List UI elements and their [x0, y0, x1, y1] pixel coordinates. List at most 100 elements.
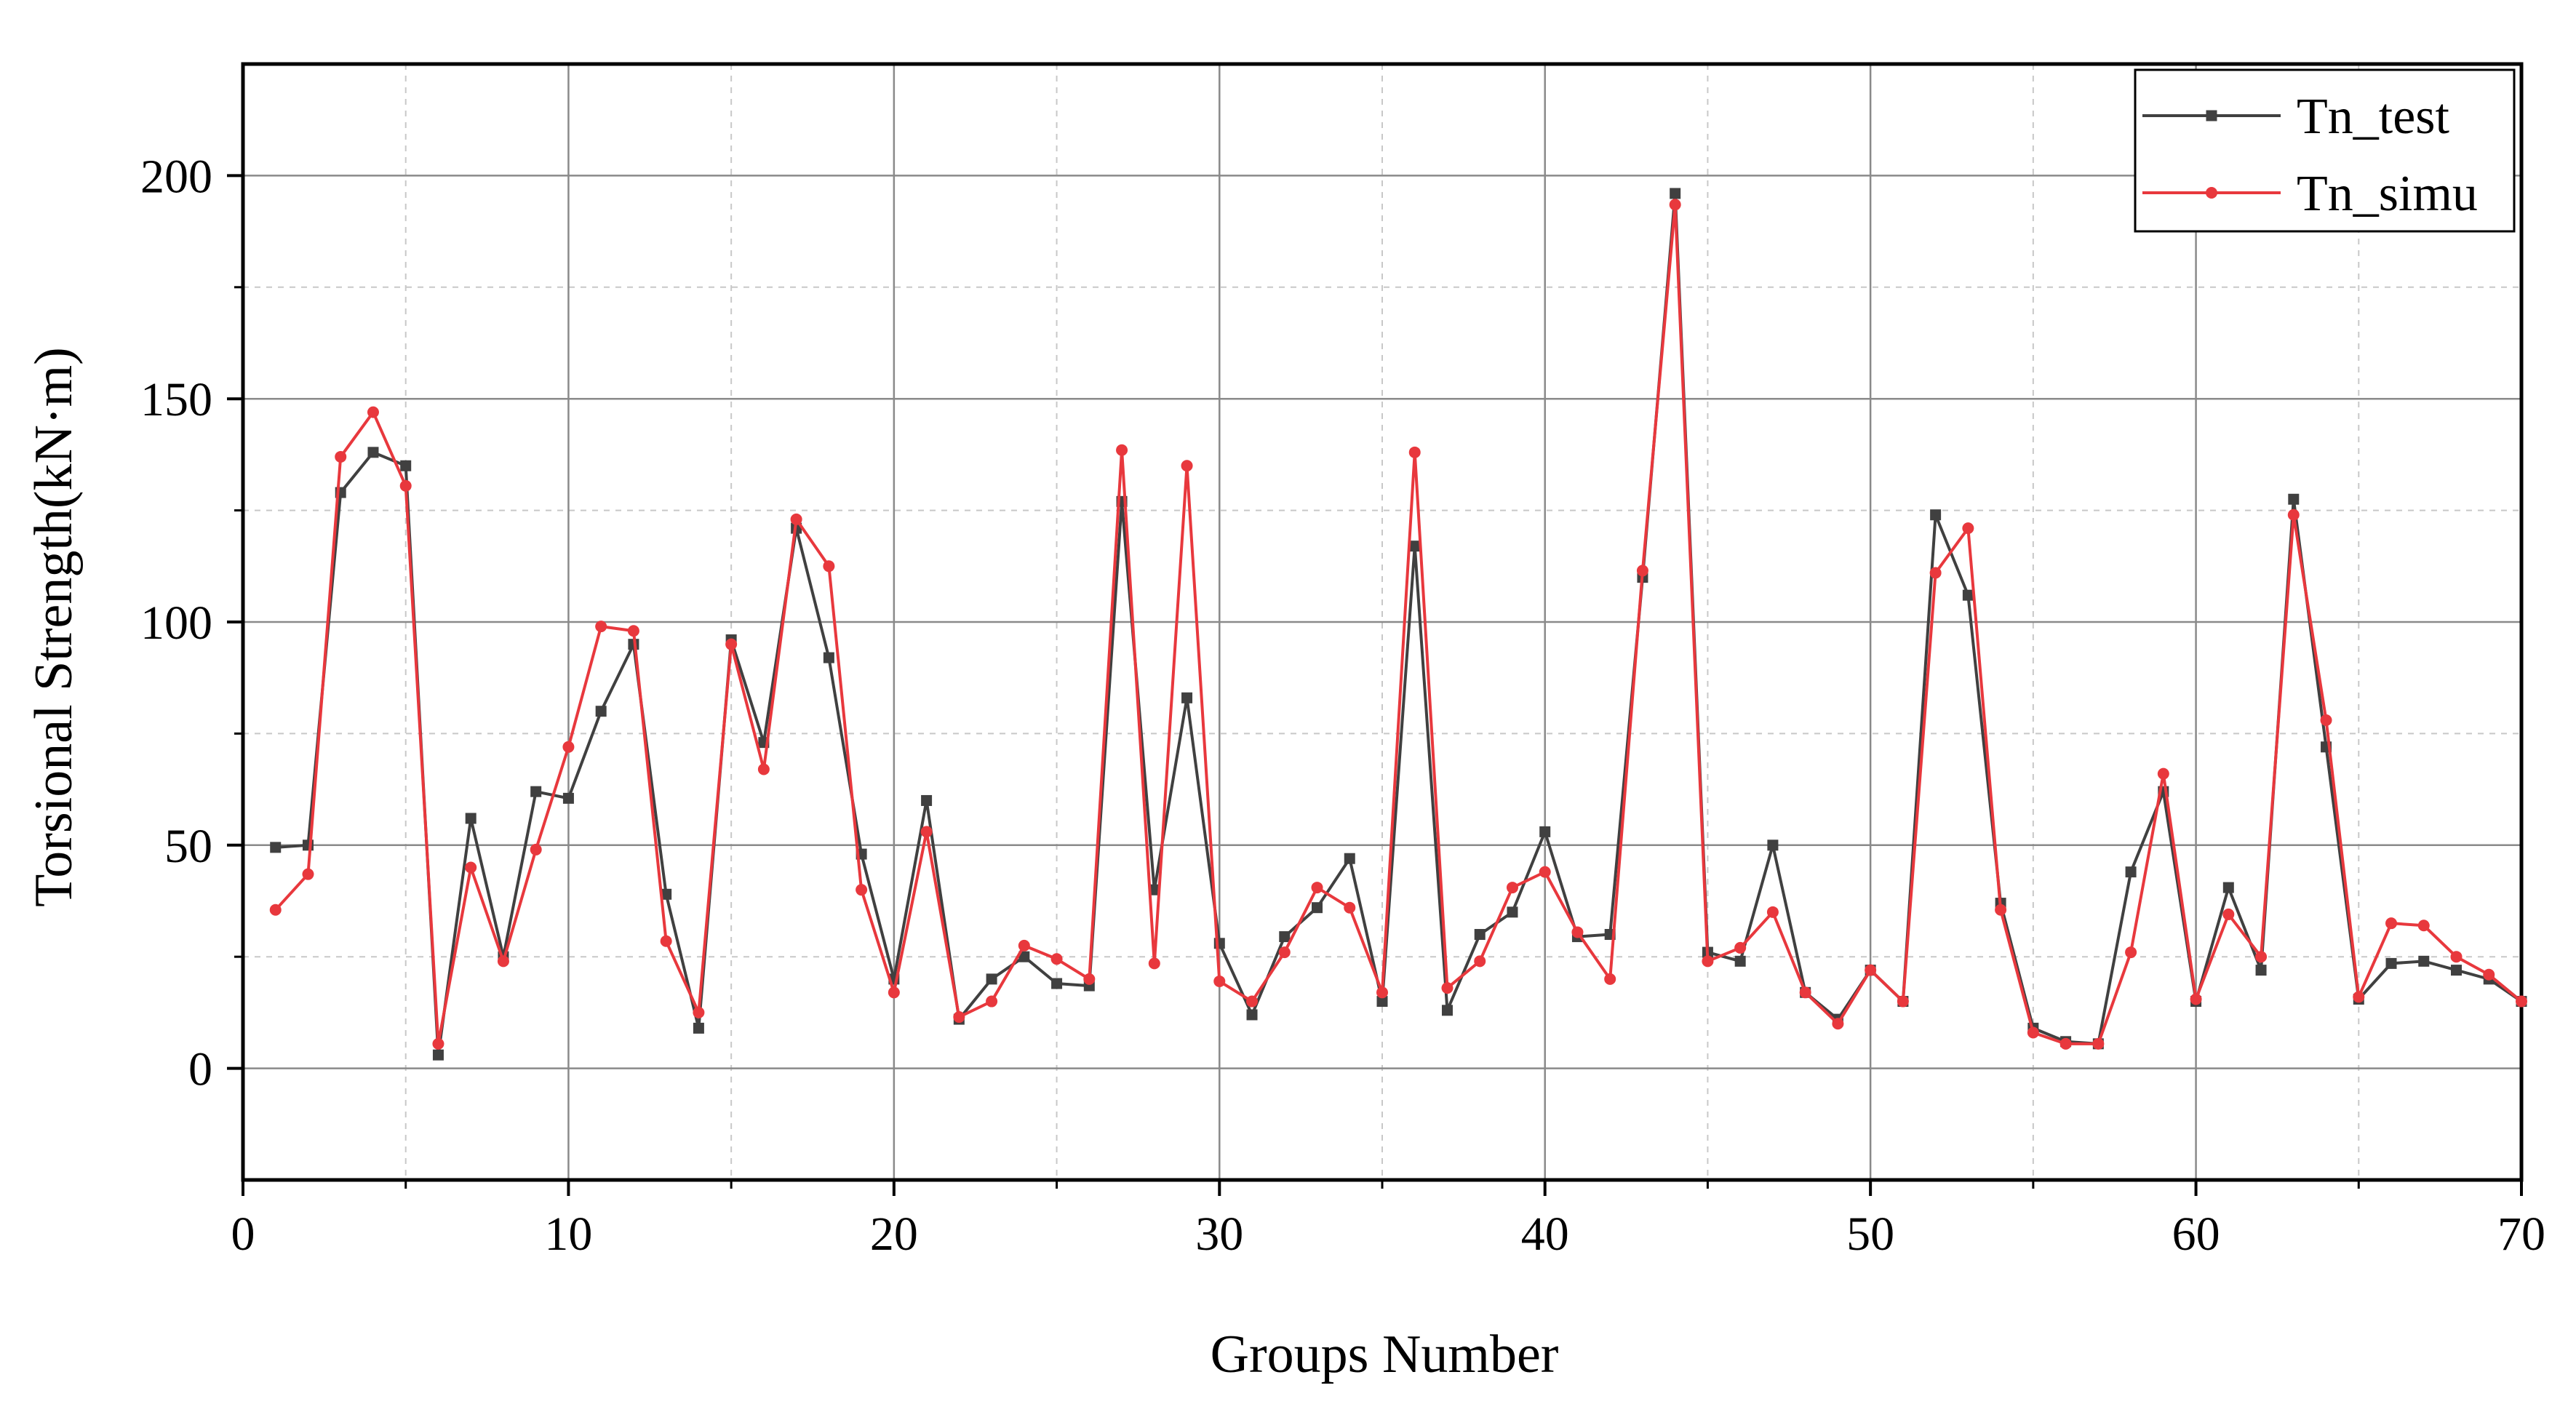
- data-point-Tn_simu: [302, 868, 314, 880]
- data-point-Tn_test: [1930, 509, 1942, 521]
- data-point-Tn_test: [1409, 541, 1421, 552]
- legend-label-Tn_test: Tn_test: [2297, 89, 2450, 145]
- data-point-Tn_simu: [2027, 1026, 2039, 1039]
- data-point-Tn_simu: [953, 1011, 965, 1024]
- x-tick-label: 30: [1195, 1208, 1243, 1261]
- data-point-Tn_simu: [1604, 973, 1616, 985]
- data-point-Tn_simu: [2255, 951, 2268, 963]
- data-point-Tn_test: [2451, 965, 2463, 976]
- legend-marker-Tn_simu: [2206, 187, 2217, 199]
- data-point-Tn_simu: [2353, 991, 2365, 1003]
- data-point-Tn_simu: [627, 625, 639, 637]
- data-point-Tn_simu: [1278, 946, 1291, 959]
- data-point-Tn_simu: [856, 884, 868, 896]
- data-point-Tn_simu: [2125, 946, 2137, 959]
- data-point-Tn_test: [2125, 866, 2137, 878]
- data-point-Tn_simu: [2092, 1037, 2105, 1050]
- data-point-Tn_simu: [367, 406, 379, 418]
- data-point-Tn_simu: [1929, 567, 1942, 579]
- data-point-Tn_test: [1767, 839, 1779, 851]
- data-point-Tn_test: [432, 1049, 444, 1061]
- data-point-Tn_test: [2255, 965, 2267, 976]
- data-point-Tn_simu: [1897, 995, 1909, 1008]
- data-point-Tn_test: [1474, 929, 1486, 941]
- data-point-Tn_simu: [1018, 939, 1030, 952]
- data-point-Tn_simu: [465, 861, 477, 874]
- grid-lines: [243, 64, 2521, 1180]
- data-point-Tn_simu: [986, 995, 998, 1008]
- data-point-Tn_test: [2288, 493, 2300, 505]
- y-tick-label: 0: [188, 1043, 212, 1096]
- data-point-Tn_simu: [1571, 926, 1584, 938]
- data-point-Tn_test: [400, 460, 412, 471]
- data-point-Tn_simu: [1441, 982, 1454, 994]
- data-point-Tn_simu: [2059, 1037, 2072, 1050]
- data-point-Tn_test: [1312, 902, 1323, 914]
- data-point-Tn_simu: [693, 1006, 705, 1018]
- data-point-Tn_test: [530, 786, 542, 797]
- y-tick-label: 200: [140, 150, 212, 203]
- data-point-Tn_simu: [2516, 995, 2527, 1008]
- data-point-Tn_simu: [1766, 906, 1779, 918]
- legend-label-Tn_simu: Tn_simu: [2297, 166, 2478, 222]
- data-point-Tn_simu: [595, 621, 607, 633]
- data-point-Tn_simu: [1148, 957, 1160, 970]
- data-point-Tn_test: [661, 888, 672, 900]
- data-point-Tn_simu: [1734, 941, 1747, 954]
- data-point-Tn_simu: [1506, 882, 1518, 894]
- data-point-Tn_simu: [2287, 508, 2300, 521]
- data-point-Tn_simu: [2483, 968, 2495, 981]
- data-point-Tn_simu: [2385, 917, 2398, 930]
- data-point-Tn_test: [562, 792, 574, 804]
- y-tick-label: 50: [164, 820, 212, 873]
- data-point-Tn_test: [1149, 884, 1160, 896]
- data-point-Tn_simu: [1636, 565, 1648, 577]
- data-point-Tn_test: [1246, 1009, 1258, 1021]
- data-point-Tn_simu: [399, 479, 412, 492]
- data-point-Tn_simu: [1799, 986, 1811, 999]
- data-point-Tn_simu: [888, 986, 900, 999]
- y-tick-label: 100: [140, 597, 212, 650]
- x-tick-label: 70: [2497, 1208, 2545, 1261]
- data-point-Tn_simu: [269, 904, 282, 916]
- x-axis-label: Groups Number: [1211, 1325, 1559, 1384]
- data-point-Tn_simu: [1702, 955, 1714, 968]
- data-point-Tn_test: [1181, 692, 1193, 703]
- x-tick-label: 40: [1521, 1208, 1569, 1261]
- data-point-Tn_test: [270, 842, 282, 853]
- legend-box: [2134, 68, 2516, 233]
- data-point-Tn_simu: [1311, 882, 1323, 894]
- data-point-Tn_simu: [660, 935, 672, 947]
- data-point-Tn_test: [2418, 955, 2430, 967]
- data-point-Tn_test: [1018, 951, 1030, 962]
- data-point-Tn_simu: [1050, 953, 1063, 965]
- data-point-Tn_simu: [2450, 951, 2463, 963]
- data-point-Tn_simu: [2417, 920, 2430, 932]
- data-point-Tn_test: [1376, 996, 1388, 1008]
- data-point-Tn_test: [1539, 826, 1551, 837]
- y-tick-label: 150: [140, 373, 212, 426]
- data-point-Tn_simu: [757, 763, 770, 775]
- data-point-Tn_simu: [1865, 964, 1877, 976]
- data-point-Tn_test: [1344, 853, 1355, 864]
- x-tick-label: 20: [870, 1208, 918, 1261]
- data-point-Tn_test: [693, 1022, 704, 1034]
- data-point-Tn_simu: [432, 1037, 444, 1050]
- data-point-Tn_test: [921, 794, 933, 806]
- data-point-Tn_test: [823, 652, 834, 663]
- data-point-Tn_test: [367, 447, 379, 458]
- legend-marker-Tn_test: [2206, 110, 2217, 121]
- data-point-Tn_simu: [1213, 975, 1226, 987]
- data-point-Tn_simu: [920, 826, 933, 838]
- data-point-Tn_simu: [823, 560, 835, 573]
- data-point-Tn_simu: [2157, 767, 2169, 780]
- data-point-Tn_simu: [1376, 986, 1388, 999]
- data-point-Tn_test: [1962, 589, 1974, 601]
- legend: Tn_test Tn_simu: [2134, 68, 2516, 233]
- data-point-Tn_simu: [1083, 973, 1096, 985]
- data-point-Tn_simu: [790, 513, 802, 525]
- data-point-Tn_simu: [2190, 993, 2202, 1005]
- data-point-Tn_test: [595, 706, 607, 717]
- data-point-Tn_simu: [1669, 199, 1681, 211]
- data-point-Tn_test: [1051, 978, 1063, 989]
